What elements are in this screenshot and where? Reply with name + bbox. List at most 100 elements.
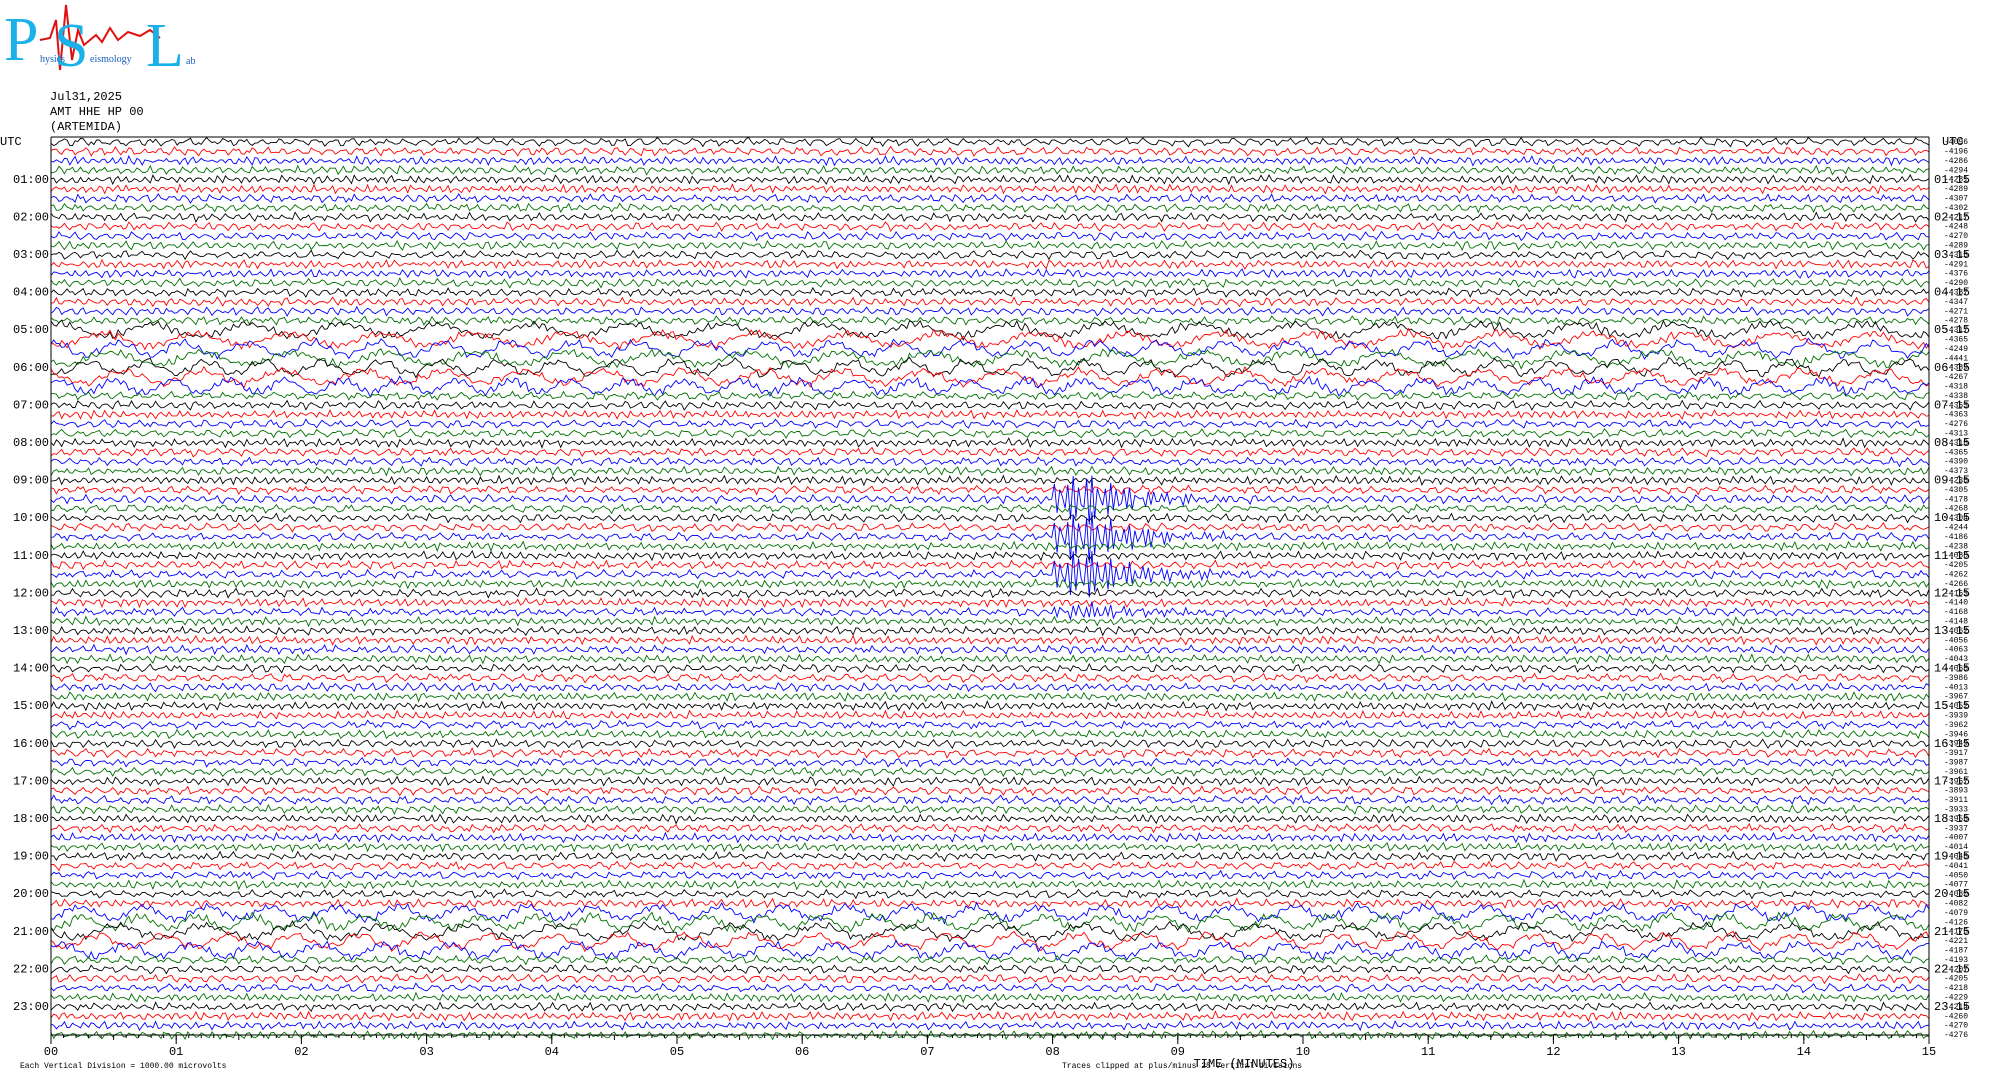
site: (ARTEMIDA) [50,120,122,134]
trace-offset: -4313 [1944,430,1968,439]
trace-offset: -4260 [1944,1012,1968,1021]
trace-offset: -4043 [1944,655,1968,664]
trace-offset: -4178 [1944,495,1968,504]
hour-label: 03:15 [1934,248,1970,262]
trace-offset: -4238 [1944,542,1968,551]
hour-label: 19:00 [13,850,49,864]
trace [50,831,1930,844]
trace-offset: -3939 [1944,712,1968,721]
trace-offset: -4289 [1944,185,1968,194]
trace-offset: -4304 [1944,514,1968,523]
trace-offset: -4373 [1944,467,1968,476]
trace-offset: -4207 [1944,965,1968,974]
trace [50,596,1930,609]
hour-label: 14:00 [13,662,49,676]
trace [50,230,1930,242]
trace-offset: -3946 [1944,730,1968,739]
trace-offset: -4268 [1944,505,1968,514]
trace [50,348,1930,370]
hour-label: 04:00 [13,286,49,300]
trace-offset: -4276 [1944,420,1968,429]
hour-label: 15:15 [1934,699,1970,713]
x-tick-label: 03 [419,1045,433,1059]
trace-offset: -4267 [1944,373,1968,382]
trace [51,850,1930,863]
trace-offset: -4063 [1944,646,1968,655]
trace-offset: -4318 [1944,383,1968,392]
trace [50,841,1930,853]
trace [50,1020,1930,1032]
trace [50,408,1930,421]
trace [50,390,1930,402]
trace [50,888,1930,900]
trace-offset: -3893 [1944,787,1968,796]
trace [50,643,1930,656]
hour-label: 16:00 [13,737,49,751]
trace [50,319,1930,341]
trace [50,930,1930,953]
trace-offset: -3958 [1944,815,1968,824]
trace [50,315,1930,327]
trace-offset: -4140 [1944,599,1968,608]
trace-offset: -4318 [1944,439,1968,448]
hour-label: 11:15 [1934,549,1970,563]
hour-label: 17:15 [1934,774,1970,788]
trace [50,738,1930,750]
trace [50,559,1930,571]
trace-offset: -4196 [1944,148,1968,157]
trace-offset: -4148 [1944,618,1968,627]
hour-label: 09:15 [1934,474,1970,488]
trace [50,549,1930,562]
trace-offset: -4317 [1944,326,1968,335]
hour-label: 06:15 [1934,361,1970,375]
hour-label: 16:15 [1934,737,1970,751]
trace [50,503,1930,515]
trace [50,249,1930,261]
trace [50,474,1930,487]
trace-offset: -4186 [1944,533,1968,542]
trace [50,690,1930,703]
hour-label: 11:00 [13,549,49,563]
trace-offset: -4302 [1944,204,1968,213]
hour-label: 22:15 [1934,962,1970,976]
trace-offset: -3962 [1944,721,1968,730]
trace-offset: -3933 [1944,806,1968,815]
hour-label: 17:00 [13,774,49,788]
hour-label: 12:00 [13,586,49,600]
hour-label: 13:00 [13,624,49,638]
trace-offset: -3967 [1944,777,1968,786]
trace [50,728,1930,740]
traces [50,136,1930,1041]
trace-offset: -4387 [1944,289,1968,298]
trace-offset: -4278 [1944,317,1968,326]
trace [50,991,1930,1004]
trace [51,327,1930,351]
trace-offset: -4088 [1944,552,1968,561]
logo-letter: S [54,12,88,80]
trace-offset: -4266 [1944,580,1968,589]
trace-offset: -4221 [1944,937,1968,946]
trace-offset: -4187 [1944,947,1968,956]
trace-offset: -4307 [1944,195,1968,204]
trace [50,897,1930,910]
x-tick-label: 13 [1671,1045,1685,1059]
trace [50,973,1930,985]
trace-offset: -4229 [1944,994,1968,1003]
trace-offset: -4338 [1944,392,1968,401]
x-tick-label: 11 [1421,1045,1435,1059]
trace-offset: -4316 [1944,251,1968,260]
hour-label: 18:15 [1934,812,1970,826]
trace [50,239,1930,252]
trace [50,211,1930,223]
trace [50,982,1930,994]
trace-offset: -4014 [1944,843,1968,852]
trace-offset: -4080 [1944,890,1968,899]
trace [50,551,1930,598]
trace [50,700,1930,712]
hour-label: 23:00 [13,1000,49,1014]
trace [50,145,1930,157]
trace [50,277,1930,289]
trace [50,456,1930,468]
trace-offset: -3986 [1944,674,1968,683]
date: Jul31,2025 [50,90,122,104]
